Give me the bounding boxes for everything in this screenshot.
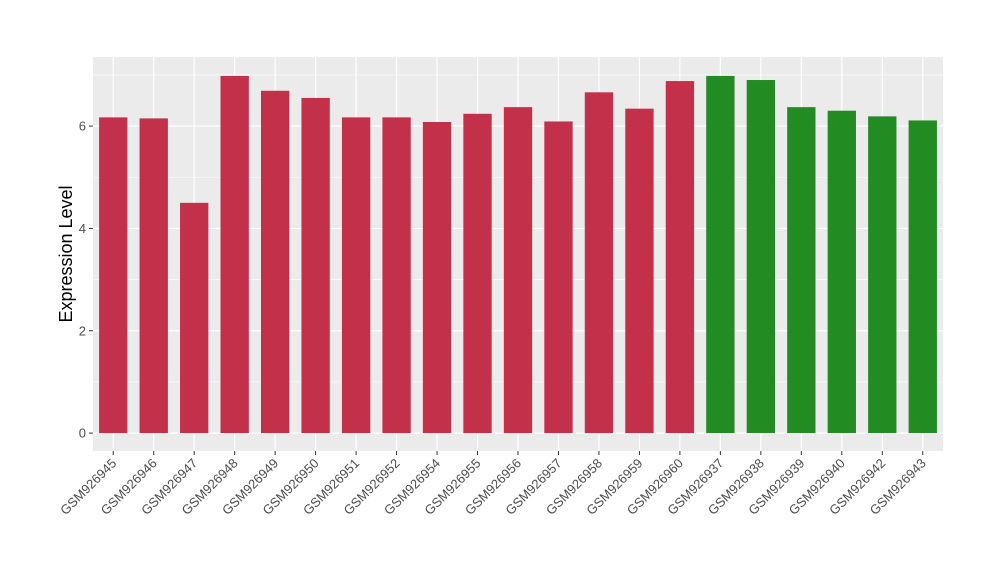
bar-GSM926945	[99, 117, 128, 434]
y-tick-label: 4	[79, 221, 86, 236]
bar-GSM926948	[220, 75, 249, 434]
bar-GSM926957	[544, 121, 573, 434]
bar-GSM926943	[908, 120, 937, 434]
y-tick-label: 6	[79, 119, 86, 134]
bar-GSM926960	[665, 81, 695, 434]
bar-GSM926954	[422, 121, 452, 434]
bar-GSM926955	[463, 113, 492, 434]
bars	[99, 75, 937, 434]
bar-GSM926942	[868, 116, 897, 434]
y-axis-title: Expression Level	[56, 185, 76, 322]
x-axis: GSM926945GSM926946GSM926947GSM926948GSM9…	[57, 451, 929, 518]
bar-GSM926959	[625, 108, 654, 434]
bar-GSM926947	[180, 202, 209, 434]
y-tick-label: 2	[79, 323, 86, 338]
bar-GSM926940	[827, 110, 856, 434]
y-tick-label: 0	[79, 426, 86, 441]
bar-GSM926956	[503, 107, 533, 434]
bar-GSM926938	[746, 80, 776, 434]
bar-GSM926946	[139, 118, 168, 434]
bar-GSM926937	[706, 75, 735, 434]
bar-GSM926951	[341, 117, 371, 434]
bar-GSM926949	[260, 90, 290, 434]
bar-GSM926952	[382, 117, 411, 434]
bar-GSM926950	[301, 97, 330, 434]
bar-GSM926958	[584, 92, 614, 434]
y-axis: 0 2 4 6	[79, 119, 93, 441]
bar-GSM926939	[787, 107, 816, 434]
